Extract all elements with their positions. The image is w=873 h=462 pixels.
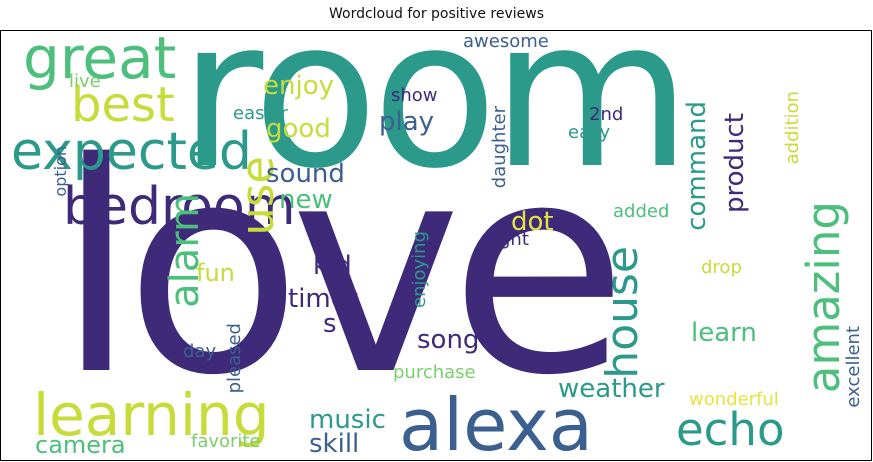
word-love: love [56, 102, 628, 439]
word-kid: kid [313, 251, 352, 281]
word-learning: learning [33, 381, 270, 449]
word-bedroom: bedroom [63, 177, 296, 237]
word-s: s [323, 309, 337, 339]
word-2nd: 2nd [589, 104, 624, 125]
word-drop: drop [701, 257, 742, 278]
word-best: best [71, 77, 175, 133]
word-easier: easier [233, 103, 288, 124]
word-play: play [379, 107, 435, 137]
word-enjoying: enjoying [409, 231, 430, 308]
word-enjoy: enjoy [263, 71, 334, 101]
word-light: light [489, 229, 529, 250]
word-skill: skill [309, 429, 360, 459]
word-song: song [417, 325, 480, 355]
wordcloud-canvas: love room alexa learning great best expe… [0, 30, 872, 461]
word-new: new [279, 185, 333, 215]
word-easy: easy [568, 122, 611, 143]
word-show: show [391, 85, 438, 106]
word-music: music [309, 405, 386, 435]
word-command: command [682, 101, 712, 231]
word-purchase: purchase [393, 362, 476, 383]
word-learn: learn [691, 318, 757, 348]
figure-title: Wordcloud for positive reviews [328, 6, 544, 22]
word-option: option [51, 146, 70, 197]
word-wonderful: wonderful [689, 389, 779, 410]
word-sound: sound [266, 159, 345, 189]
word-daughter: daughter [489, 106, 510, 189]
word-house: house [597, 246, 648, 379]
word-alexa: alexa [399, 383, 593, 461]
word-alarm: alarm [162, 193, 208, 308]
word-fun: fun [196, 259, 235, 287]
word-favorite: favorite [191, 431, 261, 452]
word-pleased: pleased [224, 323, 245, 394]
word-day: day [183, 341, 217, 362]
word-good: good [266, 114, 331, 144]
word-live: live [69, 71, 101, 92]
word-camera: camera [35, 431, 126, 459]
word-echo: echo [676, 403, 785, 456]
word-room: room [179, 30, 691, 214]
word-dot: dot [511, 207, 554, 237]
word-amazing: amazing [797, 201, 850, 394]
word-excellent: excellent [843, 326, 864, 408]
word-great: great [23, 30, 177, 92]
word-addition: addition [782, 91, 803, 165]
word-timer: timer [288, 284, 358, 314]
word-product: product [720, 113, 750, 214]
word-awesome: awesome [463, 31, 549, 52]
word-expected: expected [11, 122, 252, 182]
word-weather: weather [558, 374, 665, 404]
word-added: added [613, 201, 670, 222]
